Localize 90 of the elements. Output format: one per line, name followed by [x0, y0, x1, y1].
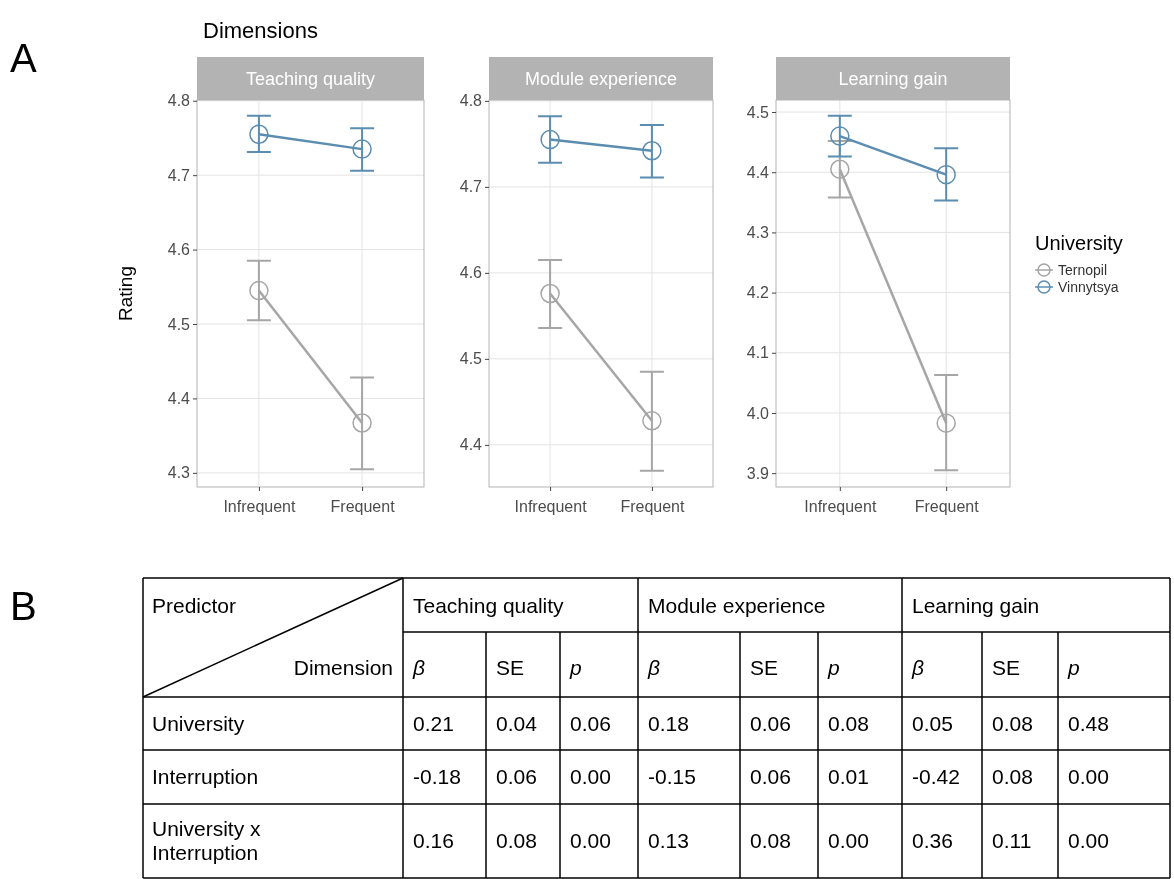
text: 0.18	[648, 711, 689, 735]
text: Dimension	[293, 656, 393, 679]
text: 0.06	[750, 765, 791, 788]
text: 0.36	[912, 829, 953, 852]
category-label: p	[569, 656, 582, 679]
text: 0.05	[912, 711, 953, 735]
text: Dimensions	[203, 18, 318, 43]
y-tick-label: 4.7	[459, 178, 483, 196]
y-tick-label: 4.3	[167, 464, 191, 482]
text: 0.16	[413, 829, 454, 852]
legend-label: Vinnytsya	[1058, 279, 1119, 295]
point	[642, 140, 662, 161]
y-tick-label: 4.4	[459, 436, 483, 454]
text: 0.04	[496, 711, 537, 735]
x-tick-label: Infrequent	[514, 497, 588, 515]
x-tick-label: Infrequent	[223, 497, 296, 515]
y-tick-label: 4.1	[746, 344, 770, 362]
category-label: University	[152, 711, 245, 735]
text: A	[10, 36, 37, 80]
y-axis-title: Rating	[115, 266, 136, 321]
y-tick-label: 4.3	[746, 224, 770, 242]
point	[249, 124, 269, 144]
y-tick-label: 4.6	[167, 241, 191, 259]
category-label: Interruption	[152, 765, 259, 788]
text: 0.06	[570, 711, 611, 735]
y-tick-label: 4.5	[746, 103, 770, 121]
chart-title: Learning gain	[838, 69, 948, 89]
category-label: p	[827, 656, 840, 679]
y-tick-label: 4.5	[459, 350, 483, 368]
y-tick-label: 3.9	[746, 464, 770, 482]
y-tick-label: 4.5	[167, 315, 191, 333]
y-tick-label: 4.0	[746, 404, 770, 422]
x-tick-label: Frequent	[914, 497, 980, 515]
text: -0.15	[648, 765, 696, 788]
x-tick-label: Frequent	[330, 497, 396, 515]
text: 0.08	[750, 829, 791, 852]
category-label: β	[911, 656, 924, 679]
text: 0.00	[570, 765, 611, 788]
category-label: SE	[496, 656, 525, 679]
category-label: β	[412, 656, 425, 679]
chart-title: Teaching quality	[245, 69, 376, 89]
text: 0.06	[750, 711, 791, 735]
y-tick-label: 4.7	[167, 166, 191, 184]
text: 0.00	[570, 829, 611, 852]
category-label: University x Interruption	[152, 817, 261, 864]
point	[936, 413, 956, 433]
y-tick-label: 4.6	[459, 264, 483, 282]
y-tick-label: 4.8	[459, 92, 483, 110]
text: 0.08	[496, 829, 537, 852]
point	[540, 283, 560, 304]
category-label: p	[1067, 656, 1080, 679]
point	[830, 126, 850, 146]
y-tick-label: 4.4	[746, 163, 770, 181]
category-label: SE	[750, 656, 779, 679]
point	[249, 280, 269, 301]
text: B	[10, 584, 37, 628]
text: -0.42	[912, 765, 960, 788]
text: Teaching quality	[413, 594, 565, 617]
point	[936, 164, 956, 185]
point	[830, 159, 850, 179]
text: 0.01	[828, 765, 869, 788]
text: Learning gain	[912, 594, 1040, 617]
y-tick-label: 4.8	[167, 92, 191, 110]
category-label: SE	[992, 656, 1021, 679]
text: 0.21	[413, 711, 454, 735]
text: 0.11	[992, 829, 1032, 852]
text: 0.08	[992, 711, 1033, 735]
text: 0.08	[828, 711, 869, 735]
text: 0.48	[1068, 711, 1109, 735]
text: 0.00	[1068, 829, 1109, 852]
legend-label: Ternopil	[1058, 262, 1108, 278]
text: -0.18	[413, 765, 461, 788]
text: 0.08	[992, 765, 1033, 788]
category-label: β	[647, 656, 660, 679]
point	[352, 413, 372, 433]
x-tick-label: Frequent	[620, 497, 685, 515]
text: 0.00	[1068, 765, 1109, 788]
y-tick-label: 4.4	[167, 390, 191, 408]
text: 0.06	[496, 765, 537, 788]
point	[352, 139, 372, 159]
chart-title: Module experience	[524, 69, 678, 89]
text: Predictor	[152, 594, 237, 617]
text: 0.00	[828, 829, 869, 852]
point	[540, 129, 560, 150]
text: 0.13	[648, 829, 689, 852]
point	[642, 411, 662, 431]
text: Module experience	[648, 594, 826, 617]
legend-title: University	[1035, 232, 1123, 254]
x-tick-label: Infrequent	[804, 497, 877, 515]
y-tick-label: 4.2	[746, 284, 770, 302]
